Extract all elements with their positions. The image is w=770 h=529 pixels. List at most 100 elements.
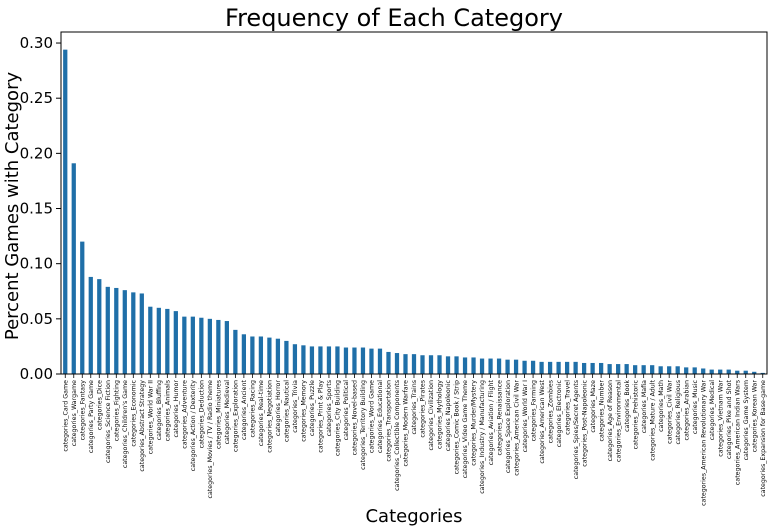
bar	[513, 359, 519, 374]
bar	[63, 49, 68, 374]
bar	[97, 279, 102, 374]
x-tick-label: categories_Mature / Adult	[649, 379, 656, 460]
x-tick-label: categories_Travel	[564, 380, 571, 435]
bar	[624, 364, 629, 374]
bar	[301, 345, 306, 374]
x-tick-label: categories_Political	[343, 380, 350, 441]
bar	[590, 362, 595, 374]
x-tick-label: categories_Prehistoric	[632, 379, 639, 449]
bar	[275, 338, 281, 374]
bar	[411, 354, 417, 374]
bar	[479, 358, 485, 374]
bar	[80, 241, 85, 374]
x-axis-label: Categories	[365, 506, 462, 527]
x-tick-label: categories_Puzzle	[309, 380, 316, 436]
bar	[105, 286, 110, 374]
x-tick-label: categories_Murder/Mystery	[471, 380, 478, 466]
bar	[335, 346, 340, 374]
x-tick-label: categories_Card Game	[62, 380, 69, 452]
bar	[462, 357, 468, 374]
x-tick-label: categories_Science Fiction	[105, 380, 112, 463]
bar	[556, 361, 561, 374]
bar	[352, 347, 357, 374]
x-tick-label: categories_Music	[692, 379, 699, 434]
x-tick-label: categories_Zombies	[547, 380, 554, 443]
bar	[241, 334, 247, 374]
x-tick-label: categories_Negotiation	[267, 380, 274, 453]
x-tick-label: categories_Dice	[96, 380, 103, 430]
bar	[496, 358, 502, 374]
bar	[131, 292, 136, 374]
x-tick-label: categories_Adventure	[182, 380, 189, 449]
bar	[581, 362, 587, 374]
bar	[377, 348, 383, 374]
bar	[326, 346, 332, 374]
x-tick-label: categories_Medieval	[224, 380, 231, 445]
bar	[343, 347, 349, 374]
bar	[71, 163, 76, 374]
bar	[199, 317, 204, 374]
bar	[403, 354, 408, 374]
bar	[709, 369, 714, 374]
x-tick-label: categories_Sports	[326, 380, 333, 436]
bar	[488, 358, 493, 374]
x-tick-label: categories_Word Game	[369, 380, 376, 453]
x-tick-label: categories_Vietnam War	[717, 380, 724, 457]
bar	[539, 361, 544, 374]
bar	[122, 290, 127, 374]
x-tick-label: categories_Napoleonic	[445, 379, 452, 451]
x-tick-label: categories_Spies/Secret Agents	[573, 380, 580, 479]
x-tick-label: categories_American West	[539, 379, 546, 463]
bar	[292, 344, 298, 374]
y-tick-label: 0.10	[20, 255, 53, 273]
x-tick-label: categories_Action / Dexterity	[190, 380, 197, 471]
x-tick-label: categories_Expansion for Base-game	[760, 380, 767, 497]
bar	[148, 306, 153, 374]
bar	[607, 364, 612, 374]
bar	[258, 336, 264, 374]
bar	[530, 360, 536, 374]
bar	[386, 351, 391, 374]
x-tick-label: categories_Fighting	[113, 380, 120, 441]
bar	[692, 367, 697, 374]
bar	[250, 336, 255, 374]
y-tick-label: 0.15	[20, 200, 53, 218]
x-tick-label: categories_Bluffing	[156, 380, 163, 440]
x-tick-label: categories_Math	[658, 380, 665, 432]
bar	[182, 316, 187, 374]
x-tick-label: categories_Electronic	[556, 379, 563, 447]
x-tick-label: categories_Abstract Strategy	[139, 380, 146, 472]
x-tick-label: categories_Wargame	[71, 380, 78, 446]
bar	[173, 311, 178, 374]
x-tick-label: categories_Book	[624, 380, 631, 432]
bar	[573, 361, 578, 374]
x-tick-label: categories_Novel-based	[352, 380, 359, 455]
bar	[139, 293, 144, 374]
bar	[428, 355, 434, 374]
x-tick-label: categories_Post-Napoleonic	[581, 379, 588, 466]
y-tick-label: 0.00	[20, 365, 53, 383]
bar	[735, 370, 740, 374]
x-tick-label: categories_Maze	[590, 380, 597, 433]
x-tick-label: categories_City Building	[335, 380, 342, 456]
x-tick-label: categories_Movies / TV / Radio theme	[207, 380, 214, 499]
x-tick-label: categories_Territory Building	[360, 380, 367, 470]
y-tick-label: 0.20	[20, 144, 53, 162]
chart-title: Frequency of Each Category	[225, 4, 563, 32]
bar	[752, 371, 757, 374]
bar	[318, 346, 323, 374]
y-tick-label: 0.05	[20, 310, 53, 328]
axes-frame	[60, 31, 768, 375]
bar	[658, 366, 663, 374]
x-tick-label: categories_Economic	[131, 379, 138, 446]
x-tick-label: categories_Trivia	[292, 380, 299, 433]
x-tick-label: categories_Civil War	[666, 380, 673, 444]
bar	[641, 365, 646, 374]
x-tick-label: categories_Pirates	[420, 380, 427, 438]
x-tick-label: categories_Nautical	[284, 380, 291, 442]
x-tick-label: categories_Horror	[275, 380, 282, 437]
bar	[616, 364, 621, 374]
x-tick-label: categories_Mafia	[641, 380, 648, 433]
x-tick-label: categories_American Revolutionary War	[700, 380, 707, 506]
